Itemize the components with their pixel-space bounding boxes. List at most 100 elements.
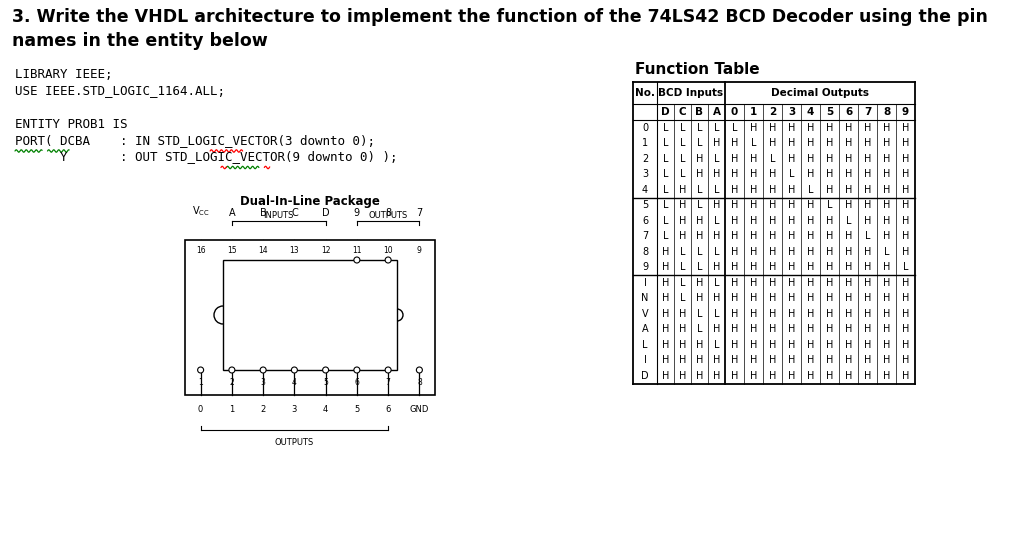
Text: L: L [663,123,669,133]
Text: Function Table: Function Table [635,62,760,77]
Text: H: H [787,340,796,350]
Circle shape [385,257,391,263]
Text: H: H [750,355,757,365]
Text: 8: 8 [417,378,422,387]
Text: H: H [787,293,796,303]
Text: USE IEEE.STD_LOGIC_1164.ALL;: USE IEEE.STD_LOGIC_1164.ALL; [15,84,225,98]
Text: 4: 4 [807,107,814,117]
Text: L: L [696,263,702,273]
Text: 7: 7 [864,107,871,117]
Text: L: L [663,200,669,210]
Text: H: H [769,200,776,210]
Text: 0: 0 [198,405,203,414]
Text: H: H [731,231,738,241]
Text: H: H [845,169,852,179]
Text: H: H [902,185,909,195]
Text: L: L [663,169,669,179]
Text: H: H [713,293,720,303]
Text: 3. Write the VHDL architecture to implement the function of the 74LS42 BCD Decod: 3. Write the VHDL architecture to implem… [12,8,988,26]
Text: 9: 9 [642,263,648,273]
Text: H: H [769,324,776,334]
Text: H: H [696,293,703,303]
Text: H: H [750,324,757,334]
Text: 7: 7 [642,231,648,241]
Text: H: H [845,247,852,257]
Circle shape [292,367,297,373]
Circle shape [323,367,329,373]
Text: H: H [750,154,757,164]
Text: names in the entity below: names in the entity below [12,32,267,50]
Text: H: H [696,169,703,179]
Text: 3: 3 [642,169,648,179]
Text: H: H [902,154,909,164]
Text: L: L [696,309,702,319]
Text: H: H [902,309,909,319]
Text: L: L [696,123,702,133]
Text: H: H [825,371,834,381]
Text: H: H [750,231,757,241]
Text: 13: 13 [290,246,299,255]
Text: H: H [807,138,814,148]
Text: H: H [864,278,871,287]
Text: L: L [680,138,685,148]
Text: L: L [663,154,669,164]
Text: H: H [731,138,738,148]
Text: L: L [714,123,719,133]
Text: H: H [662,263,670,273]
Text: H: H [845,324,852,334]
Text: H: H [864,169,871,179]
Text: 3: 3 [292,405,297,414]
Text: H: H [750,309,757,319]
Text: H: H [731,371,738,381]
Text: 7: 7 [386,378,390,387]
Text: H: H [769,293,776,303]
Text: 5: 5 [354,405,359,414]
Circle shape [417,367,422,373]
Text: H: H [807,309,814,319]
Text: H: H [825,278,834,287]
Text: I: I [643,278,646,287]
Text: H: H [731,154,738,164]
Text: L: L [680,123,685,133]
Text: H: H [750,123,757,133]
Text: Dual-In-Line Package: Dual-In-Line Package [240,195,380,208]
Text: 2: 2 [769,107,776,117]
Text: L: L [714,309,719,319]
Text: H: H [696,154,703,164]
Text: 7: 7 [416,208,423,218]
Text: 4: 4 [292,378,297,387]
Text: H: H [731,200,738,210]
Text: H: H [845,309,852,319]
Text: H: H [787,123,796,133]
Text: 4: 4 [642,185,648,195]
Text: H: H [662,247,670,257]
Text: H: H [807,231,814,241]
Text: L: L [663,185,669,195]
Text: A: A [642,324,648,334]
Text: H: H [864,200,871,210]
Text: H: H [883,340,890,350]
Text: H: H [787,324,796,334]
Text: H: H [787,355,796,365]
Text: D: D [322,208,330,218]
Text: 15: 15 [227,246,237,255]
Text: GND: GND [410,405,429,414]
Text: No.: No. [635,88,655,98]
Text: H: H [750,293,757,303]
Text: 9: 9 [902,107,909,117]
Text: H: H [845,263,852,273]
Text: H: H [696,216,703,226]
Text: H: H [864,340,871,350]
Text: H: H [713,138,720,148]
Text: C: C [679,107,686,117]
Text: H: H [807,200,814,210]
Text: H: H [883,355,890,365]
Text: H: H [883,123,890,133]
Text: H: H [864,185,871,195]
Text: H: H [902,200,909,210]
Text: 16: 16 [196,246,206,255]
Text: H: H [750,216,757,226]
Text: H: H [750,340,757,350]
Text: H: H [769,263,776,273]
Text: H: H [807,169,814,179]
